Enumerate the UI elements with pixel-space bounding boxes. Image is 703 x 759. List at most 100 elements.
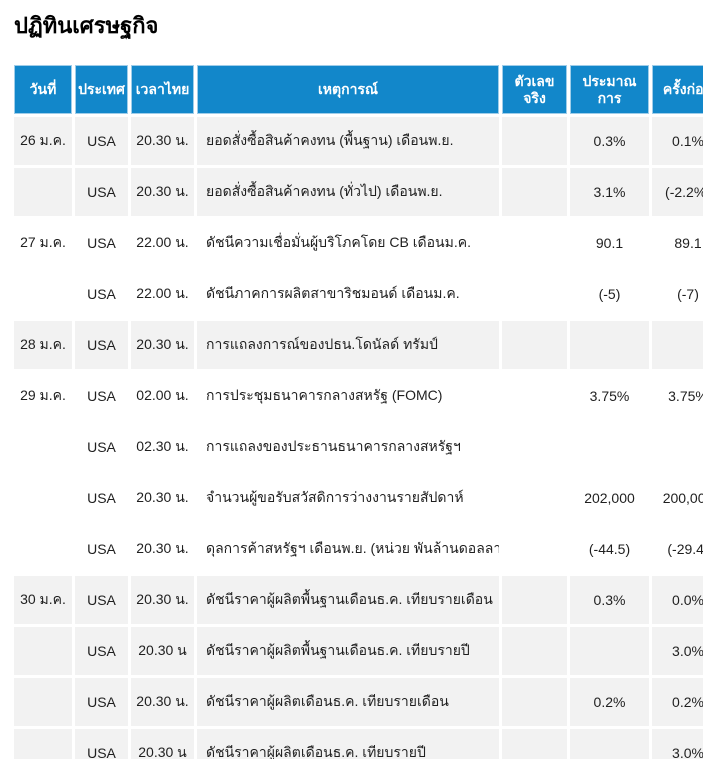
cell-estimate: 0.3%	[570, 117, 649, 165]
cell-time: 20.30 น.	[131, 576, 194, 624]
col-header-time: เวลาไทย	[131, 65, 194, 114]
cell-time: 20.30 น.	[131, 678, 194, 726]
cell-previous: 0.0%	[652, 576, 703, 624]
cell-event: ยอดสั่งซื้อสินค้าคงทน (พื้นฐาน) เดือนพ.ย…	[197, 117, 499, 165]
cell-actual	[502, 423, 567, 471]
cell-event: ดัชนีความเชื่อมั่นผู้บริโภคโดย CB เดือนม…	[197, 219, 499, 267]
cell-date	[14, 729, 72, 759]
cell-actual	[502, 678, 567, 726]
cell-country: USA	[75, 525, 128, 573]
cell-event: การแถลงการณ์ของปธน.โดนัลด์ ทรัมป์	[197, 321, 499, 369]
cell-actual	[502, 525, 567, 573]
cell-previous: 3.75%	[652, 372, 703, 420]
cell-previous: (-7)	[652, 270, 703, 318]
cell-previous: (-2.2%)	[652, 168, 703, 216]
cell-time: 20.30 น.	[131, 168, 194, 216]
cell-country: USA	[75, 219, 128, 267]
cell-estimate	[570, 423, 649, 471]
cell-estimate: 90.1	[570, 219, 649, 267]
table-header-row: วันที่ ประเทศ เวลาไทย เหตุการณ์ ตัวเลขจร…	[14, 65, 703, 114]
cell-actual	[502, 219, 567, 267]
cell-date	[14, 678, 72, 726]
cell-estimate	[570, 627, 649, 675]
cell-event: จำนวนผู้ขอรับสวัสดิการว่างงานรายสัปดาห์	[197, 474, 499, 522]
cell-date	[14, 525, 72, 573]
cell-estimate: 3.75%	[570, 372, 649, 420]
cell-event: ดัชนีภาคการผลิตสาขาริชมอนด์ เดือนม.ค.	[197, 270, 499, 318]
cell-actual	[502, 474, 567, 522]
cell-actual	[502, 168, 567, 216]
cell-previous: (-29.4)	[652, 525, 703, 573]
table-row: USA 22.00 น. ดัชนีภาคการผลิตสาขาริชมอนด์ เ…	[14, 270, 703, 318]
cell-previous: 3.0%	[652, 729, 703, 759]
cell-date: 26 ม.ค.	[14, 117, 72, 165]
page-title: ปฏิทินเศรษฐกิจ	[14, 13, 159, 38]
table-row: 27 ม.ค. USA 22.00 น. ดัชนีความเชื่อมั่นผู้บ…	[14, 219, 703, 267]
col-header-country: ประเทศ	[75, 65, 128, 114]
cell-date: 30 ม.ค.	[14, 576, 72, 624]
cell-time: 02.00 น.	[131, 372, 194, 420]
cell-date	[14, 270, 72, 318]
cell-date: 29 ม.ค.	[14, 372, 72, 420]
cell-date	[14, 168, 72, 216]
cell-time: 20.30 น	[131, 627, 194, 675]
cell-previous: 89.1	[652, 219, 703, 267]
table-row: USA 20.30 นดัชนีราคาผู้ผลิตเดือนธ.ค. เทีย…	[14, 729, 703, 759]
col-header-date: วันที่	[14, 65, 72, 114]
cell-actual	[502, 627, 567, 675]
cell-actual	[502, 270, 567, 318]
cell-event: ดัชนีราคาผู้ผลิตเดือนธ.ค. เทียบรายเดือน	[197, 678, 499, 726]
cell-actual	[502, 321, 567, 369]
cell-country: USA	[75, 372, 128, 420]
economic-calendar-table: วันที่ ประเทศ เวลาไทย เหตุการณ์ ตัวเลขจร…	[11, 62, 703, 759]
cell-time: 02.30 น.	[131, 423, 194, 471]
cell-actual	[502, 117, 567, 165]
col-header-event: เหตุการณ์	[197, 65, 499, 114]
cell-estimate: 202,000	[570, 474, 649, 522]
table-row: 28 ม.ค. USA 20.30 น. การแถลงการณ์ของปธน.โดน…	[14, 321, 703, 369]
cell-event: การประชุมธนาคารกลางสหรัฐ (FOMC)	[197, 372, 499, 420]
cell-estimate	[570, 321, 649, 369]
col-header-estimate: ประมาณ การ	[570, 65, 649, 114]
cell-event: ดุลการค้าสหรัฐฯ เดือนพ.ย. (หน่วย พันล้าน…	[197, 525, 499, 573]
cell-country: USA	[75, 117, 128, 165]
cell-event: ดัชนีราคาผู้ผลิตเดือนธ.ค. เทียบรายปี	[197, 729, 499, 759]
cell-estimate: 3.1%	[570, 168, 649, 216]
cell-event: ดัชนีราคาผู้ผลิตพื้นฐานเดือนธ.ค. เทียบรา…	[197, 576, 499, 624]
col-header-previous: ครั้งก่อน	[652, 65, 703, 114]
cell-previous: 0.2%	[652, 678, 703, 726]
table-row: 30 ม.ค. USA 20.30 น. ดัชนีราคาผู้ผลิตพื้นฐา…	[14, 576, 703, 624]
cell-previous: 3.0%	[652, 627, 703, 675]
table-row: USA 02.30 น. การแถลงของประธานธนาคารกลางสหร…	[14, 423, 703, 471]
cell-previous: 200,000	[652, 474, 703, 522]
table-row: USA 20.30 น. จำนวนผู้ขอรับสวัสดิการว่างงาน…	[14, 474, 703, 522]
cell-country: USA	[75, 576, 128, 624]
cell-country: USA	[75, 270, 128, 318]
cell-previous	[652, 321, 703, 369]
cell-date: 28 ม.ค.	[14, 321, 72, 369]
table-row: USA 20.30 นดัชนีราคาผู้ผลิตพื้นฐานเดือนธ.…	[14, 627, 703, 675]
col-header-actual: ตัวเลขจริง	[502, 65, 567, 114]
cell-date	[14, 627, 72, 675]
cell-date: 27 ม.ค.	[14, 219, 72, 267]
cell-date	[14, 474, 72, 522]
cell-event: ยอดสั่งซื้อสินค้าคงทน (ทั่วไป) เดือนพ.ย.	[197, 168, 499, 216]
cell-time: 22.00 น.	[131, 219, 194, 267]
cell-time: 20.30 น	[131, 729, 194, 759]
cell-actual	[502, 372, 567, 420]
table-row: 26 ม.ค. USA 20.30 น. ยอดสั่งซื้อสินค้าคงทน …	[14, 117, 703, 165]
table-row: USA 20.30 น. ดัชนีราคาผู้ผลิตเดือนธ.ค. เที…	[14, 678, 703, 726]
cell-actual	[502, 576, 567, 624]
cell-previous	[652, 423, 703, 471]
cell-date	[14, 423, 72, 471]
cell-country: USA	[75, 168, 128, 216]
cell-estimate: (-44.5)	[570, 525, 649, 573]
cell-time: 20.30 น.	[131, 474, 194, 522]
cell-estimate: 0.2%	[570, 678, 649, 726]
cell-time: 20.30 น.	[131, 117, 194, 165]
cell-country: USA	[75, 678, 128, 726]
cell-time: 22.00 น.	[131, 270, 194, 318]
cell-estimate: 0.3%	[570, 576, 649, 624]
cell-country: USA	[75, 474, 128, 522]
cell-time: 20.30 น.	[131, 525, 194, 573]
